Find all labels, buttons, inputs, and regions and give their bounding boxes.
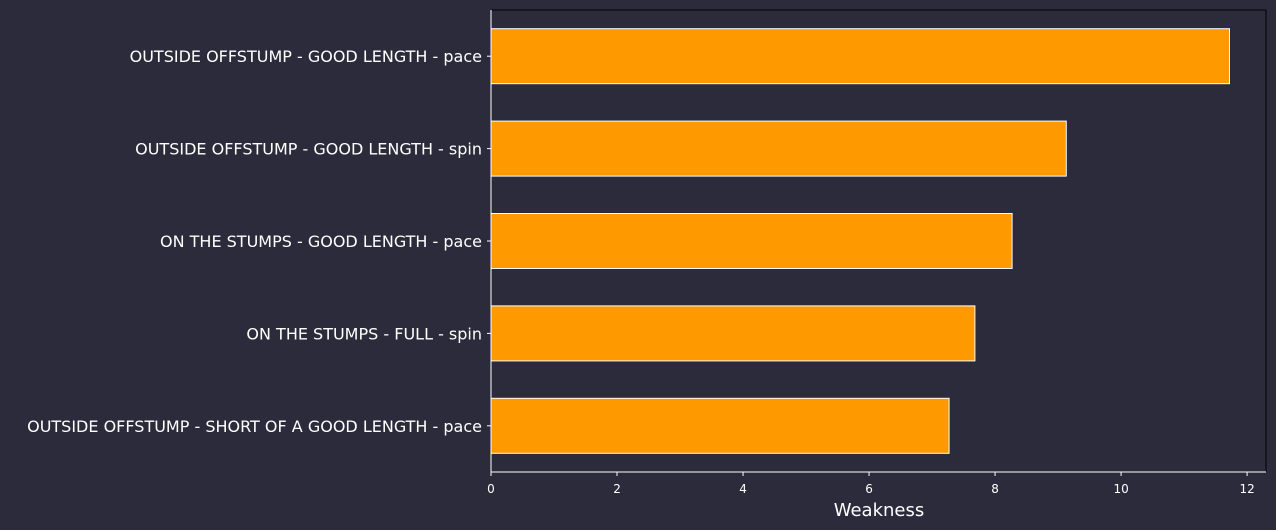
bars-group [490, 28, 1230, 454]
category-label: OUTSIDE OFFSTUMP - SHORT OF A GOOD LENGT… [27, 417, 482, 436]
x-tick-label: 12 [1239, 482, 1254, 496]
category-labels-group: OUTSIDE OFFSTUMP - GOOD LENGTH - pace OUT… [27, 47, 491, 436]
category-label: OUTSIDE OFFSTUMP - GOOD LENGTH - pace [130, 47, 482, 66]
x-tick-label: 8 [991, 482, 999, 496]
bar [490, 213, 1013, 269]
x-tick-label: 6 [865, 482, 873, 496]
x-ticks-group: 0 2 4 6 8 10 12 [487, 472, 1255, 496]
x-tick-label: 2 [613, 482, 621, 496]
x-axis-title: Weakness [834, 500, 925, 521]
bar [490, 305, 976, 362]
bar [490, 120, 1067, 177]
bar [490, 28, 1230, 85]
category-label: ON THE STUMPS - GOOD LENGTH - pace [160, 232, 482, 251]
x-tick-label: 4 [739, 482, 747, 496]
x-tick-label: 10 [1113, 482, 1128, 496]
category-label: ON THE STUMPS - FULL - spin [246, 324, 482, 343]
category-label: OUTSIDE OFFSTUMP - GOOD LENGTH - spin [135, 140, 482, 159]
bar [490, 397, 950, 454]
x-tick-label: 0 [487, 482, 495, 496]
